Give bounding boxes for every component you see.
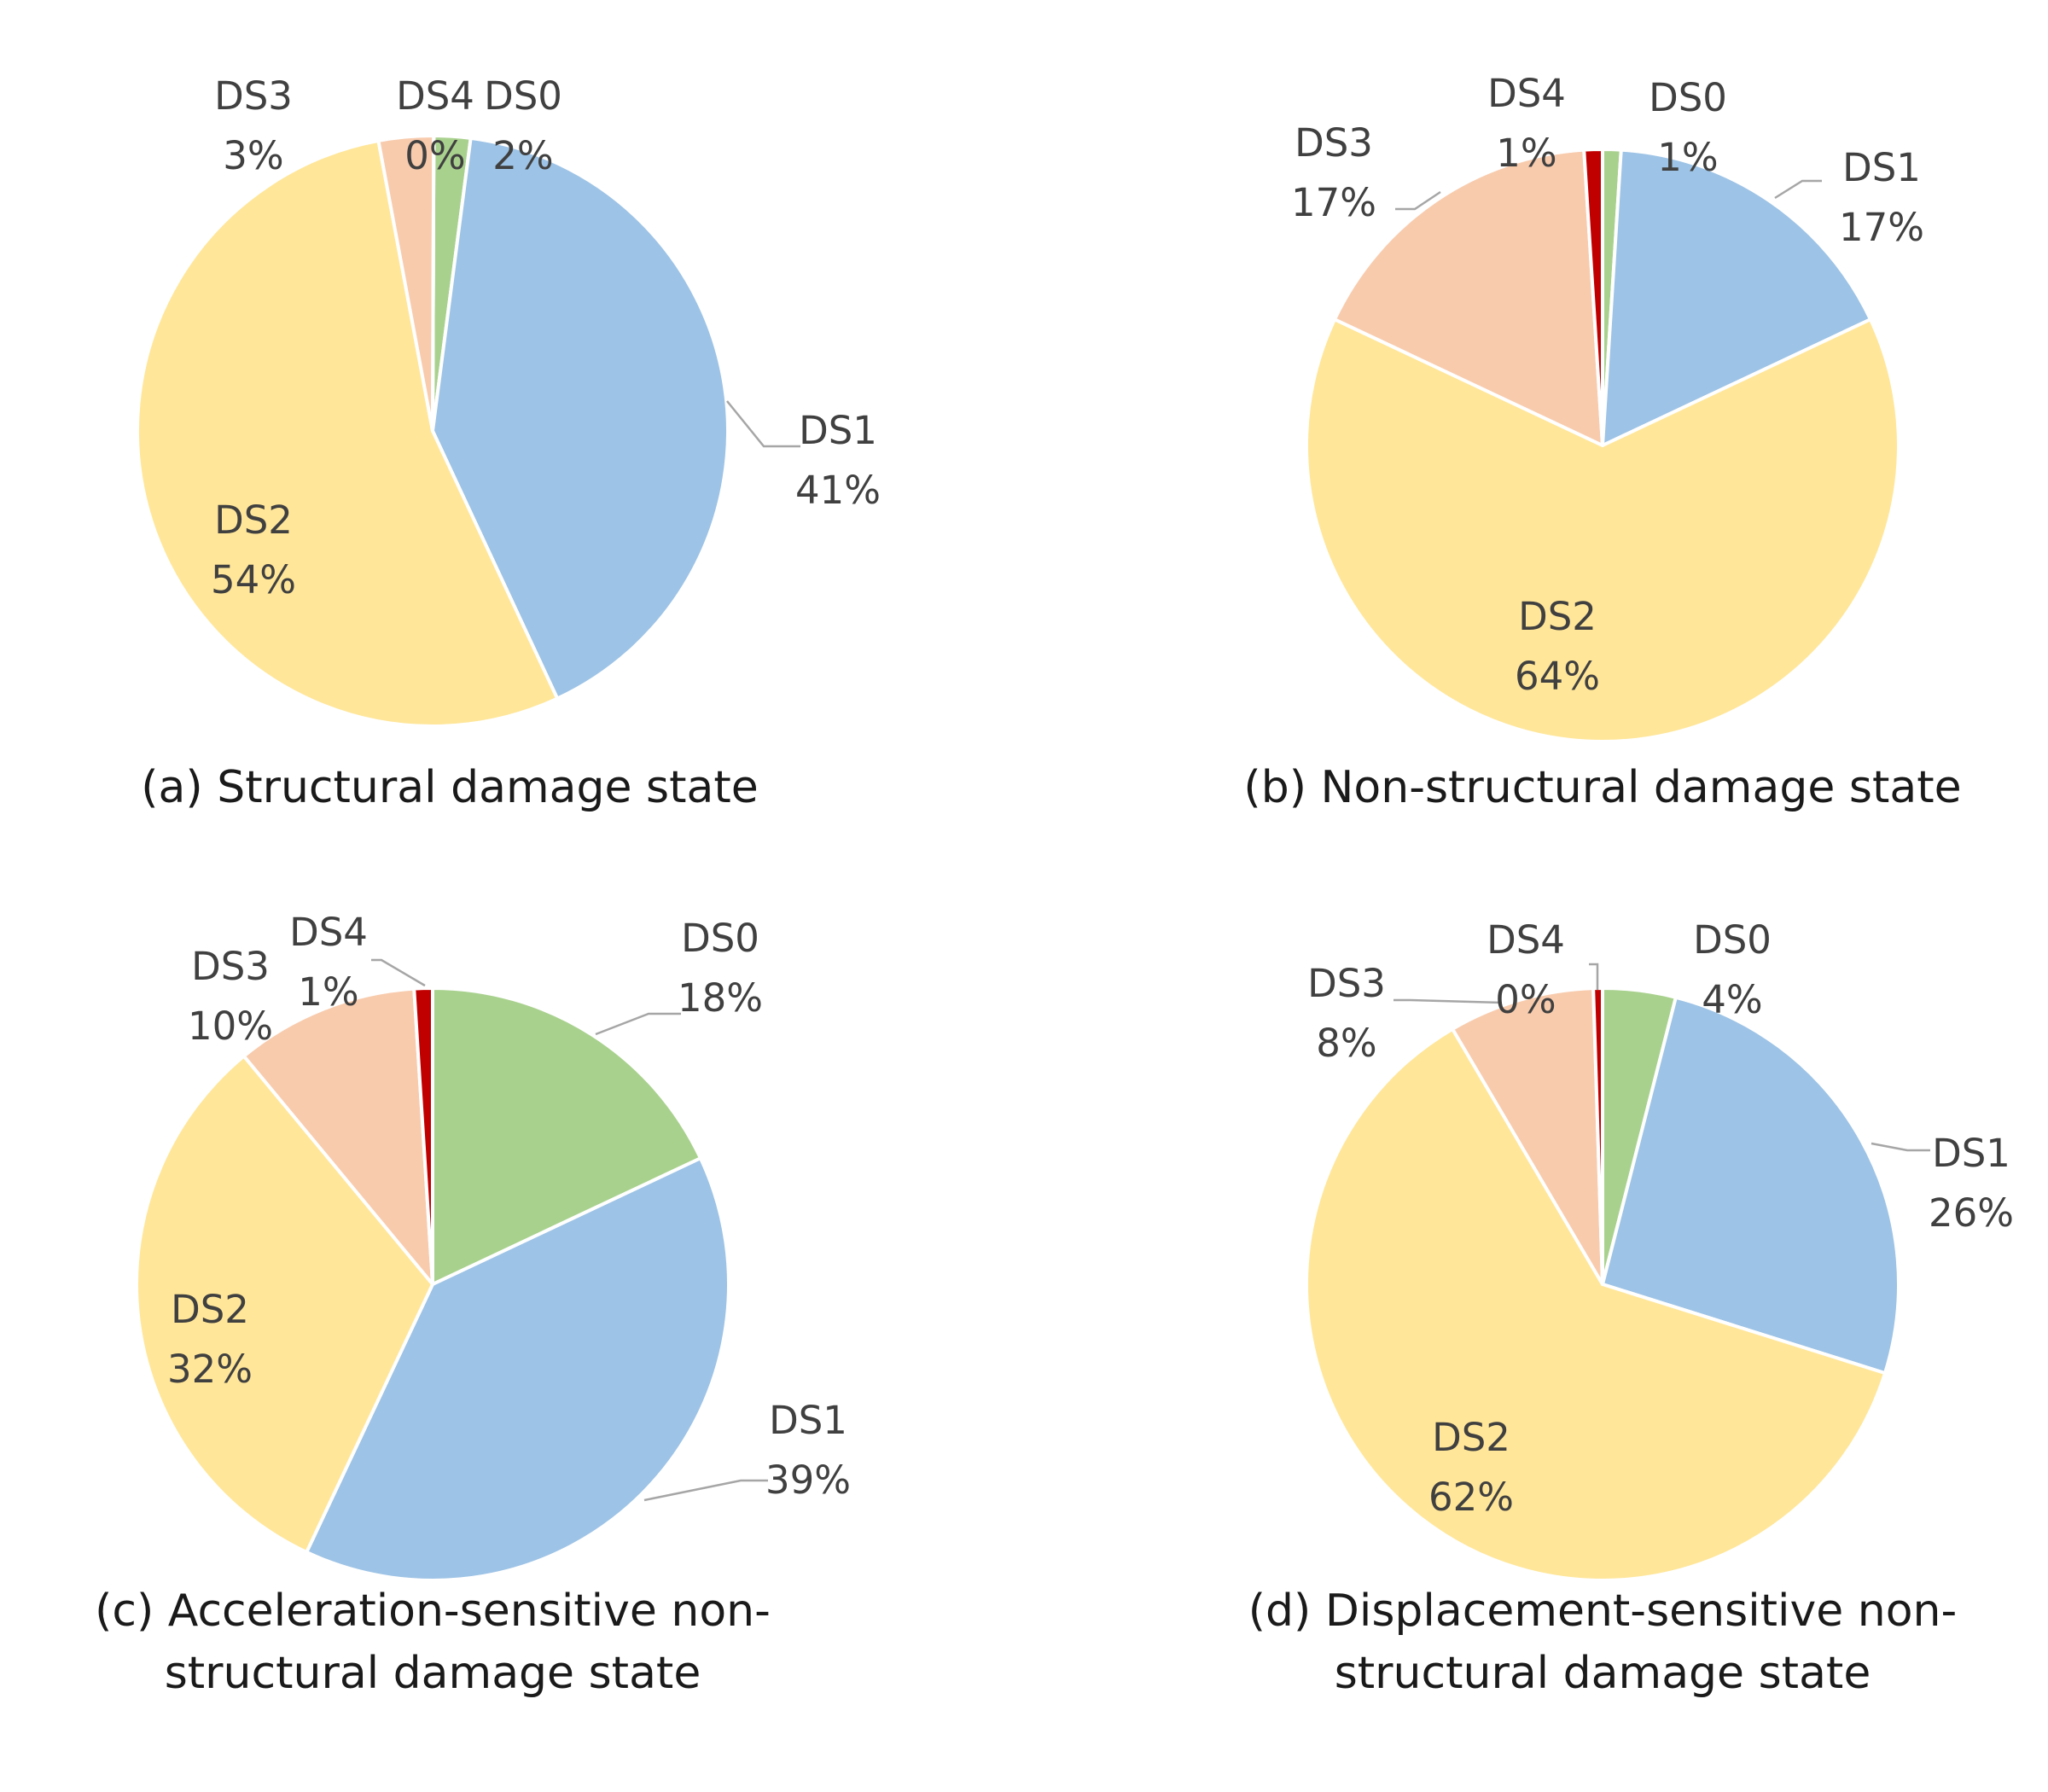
category-label-ds4: DS4 (396, 73, 474, 119)
value-label-ds1: 39% (765, 1457, 851, 1503)
category-label-ds0: DS0 (484, 73, 562, 119)
pie-slice-ds1 (1601, 995, 1901, 1376)
category-label-ds3: DS3 (191, 944, 270, 989)
pie-chart-0: DS0 2% DS1 41% DS2 54% DS3 3% DS4 0% (a) Structura… (135, 73, 881, 813)
value-label-ds2: 32% (167, 1347, 253, 1392)
value-label-ds3: 17% (1291, 180, 1376, 225)
leader-line-ds4 (371, 958, 426, 987)
category-label-ds0: DS0 (1693, 917, 1772, 963)
category-label-ds3: DS3 (214, 73, 293, 119)
pie-chart-3: DS0 4% DS1 26% DS2 62% DS3 8% DS4 0% (d) Displacem… (1248, 917, 2014, 1699)
category-label-ds1: DS1 (799, 408, 877, 453)
value-label-ds1: 26% (1929, 1190, 2014, 1236)
leader-line-ds3 (1395, 190, 1441, 211)
chart-caption: (b) Non-structural damage state (1243, 762, 1961, 813)
value-label-ds2: 62% (1428, 1475, 1514, 1520)
category-label-ds0: DS0 (681, 916, 759, 961)
value-label-ds4: 1% (1496, 131, 1556, 176)
value-label-ds2: 64% (1515, 654, 1600, 699)
leader-line-ds1 (643, 1479, 768, 1502)
pie-slice-ds3 (1333, 148, 1604, 447)
pie-chart-2: DS0 18% DS1 39% DS2 32% DS3 10% DS4 1% (c) Acceler… (95, 910, 851, 1699)
category-label-ds4: DS4 (1487, 917, 1565, 963)
pie-slice-ds0 (431, 986, 702, 1286)
category-label-ds2: DS2 (1432, 1415, 1510, 1460)
value-label-ds1: 17% (1839, 205, 1924, 250)
leader-line-ds1 (1871, 1142, 1930, 1152)
value-label-ds3: 10% (188, 1004, 273, 1049)
category-label-ds3: DS3 (1295, 120, 1373, 166)
value-label-ds4: 0% (404, 133, 465, 178)
category-label-ds0: DS0 (1649, 75, 1727, 120)
pie-slice-ds3 (1451, 986, 1604, 1286)
leader-line-ds4 (1589, 963, 1599, 990)
category-label-ds3: DS3 (1307, 961, 1386, 1006)
leader-line-ds1 (726, 400, 800, 448)
category-label-ds4: DS4 (1487, 71, 1566, 116)
pie-slice-ds1 (431, 136, 730, 701)
leader-line-ds3 (1393, 998, 1503, 1004)
category-label-ds1: DS1 (1842, 145, 1921, 190)
chart-caption: structural damage state (1335, 1648, 1871, 1699)
pie-slice-ds2 (135, 138, 560, 728)
category-label-ds2: DS2 (214, 497, 293, 543)
value-label-ds0: 2% (492, 133, 553, 178)
pie-slice-ds1 (305, 1156, 730, 1582)
value-label-ds0: 18% (678, 975, 763, 1021)
chart-caption: (d) Displacement-sensitive non- (1248, 1585, 1958, 1637)
value-label-ds0: 4% (1702, 977, 1762, 1022)
value-label-ds1: 41% (795, 468, 881, 513)
pie-chart-1: DS0 1% DS1 17% DS2 64% DS3 17% DS4 1% (b) Non-stru… (1243, 71, 1961, 813)
pie-slice-ds1 (1601, 148, 1872, 447)
value-label-ds3: 3% (223, 133, 283, 178)
chart-caption: (a) Structural damage state (141, 762, 759, 813)
chart-caption: (c) Acceleration-sensitive non- (95, 1585, 771, 1637)
category-label-ds4: DS4 (289, 910, 368, 955)
value-label-ds4: 1% (298, 969, 358, 1015)
value-label-ds4: 0% (1495, 977, 1556, 1022)
pie-slice-ds2 (135, 1054, 434, 1554)
leader-line-ds1 (1774, 179, 1822, 200)
chart-caption: structural damage state (165, 1648, 701, 1699)
category-label-ds1: DS1 (769, 1398, 847, 1443)
leader-line-ds0 (595, 1012, 681, 1036)
pie-slice-ds3 (241, 986, 434, 1286)
pie-slice-ds2 (1305, 1027, 1888, 1582)
value-label-ds0: 1% (1657, 135, 1718, 180)
category-label-ds2: DS2 (171, 1287, 249, 1332)
value-label-ds3: 8% (1316, 1021, 1376, 1066)
pie-slice-ds4 (412, 986, 434, 1286)
pie-slice-ds2 (1305, 317, 1900, 744)
pie-slice-ds4 (1582, 147, 1604, 447)
category-label-ds2: DS2 (1518, 594, 1597, 639)
category-label-ds1: DS1 (1932, 1131, 2010, 1176)
value-label-ds2: 54% (211, 557, 296, 602)
